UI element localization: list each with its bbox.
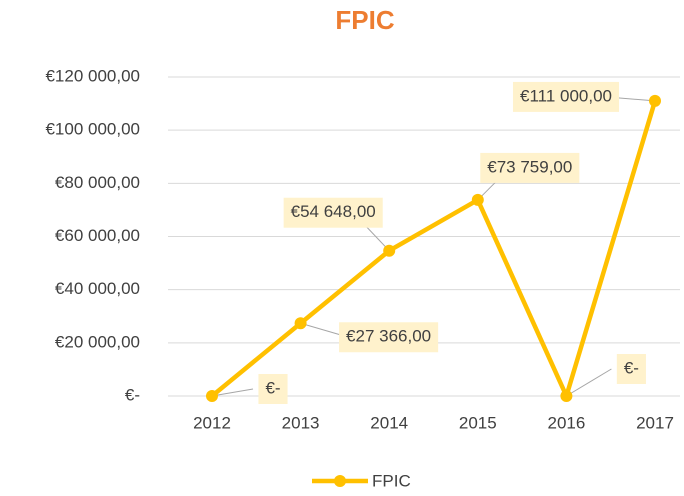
data-label-box	[258, 374, 288, 404]
data-label: €27 366,00	[346, 327, 431, 346]
x-tick-label: 2012	[193, 413, 231, 432]
marker	[471, 193, 484, 206]
y-tick-label: €40 000,00	[55, 279, 140, 298]
marker	[649, 94, 661, 107]
y-tick-label: €60 000,00	[55, 226, 140, 245]
x-tick-label: 2014	[370, 413, 408, 432]
y-tick-label: €80 000,00	[55, 173, 140, 192]
data-label-box	[339, 322, 439, 353]
y-tick-label: €120 000,00	[45, 66, 140, 85]
data-label: €54 648,00	[291, 202, 376, 221]
data-label: €-	[265, 378, 280, 397]
data-label-box	[512, 81, 620, 112]
marker	[383, 244, 396, 257]
marker	[560, 390, 573, 402]
data-label-box	[480, 152, 580, 183]
marker	[294, 317, 307, 330]
x-tick-label: 2013	[282, 413, 320, 432]
chart-title: FPIC	[335, 5, 394, 35]
y-tick-label: €100 000,00	[45, 120, 140, 139]
data-label: €73 759,00	[487, 157, 572, 176]
line	[210, 100, 658, 399]
legend-marker	[334, 475, 346, 487]
marker	[206, 390, 218, 402]
x-tick-label: 2017	[636, 413, 674, 432]
y-tick-label: €20 000,00	[55, 332, 140, 351]
data-label-box	[283, 197, 383, 228]
x-tick-label: 2016	[547, 413, 585, 432]
data-label: €111 000,00	[520, 86, 612, 105]
y-tick-label: €-	[125, 385, 140, 404]
data-label: €-	[624, 358, 639, 377]
leader-line	[566, 368, 612, 397]
legend-label: FPIC	[372, 471, 411, 490]
leader-line	[211, 388, 254, 397]
data-label-box	[616, 354, 646, 384]
x-tick-label: 2015	[459, 413, 497, 432]
